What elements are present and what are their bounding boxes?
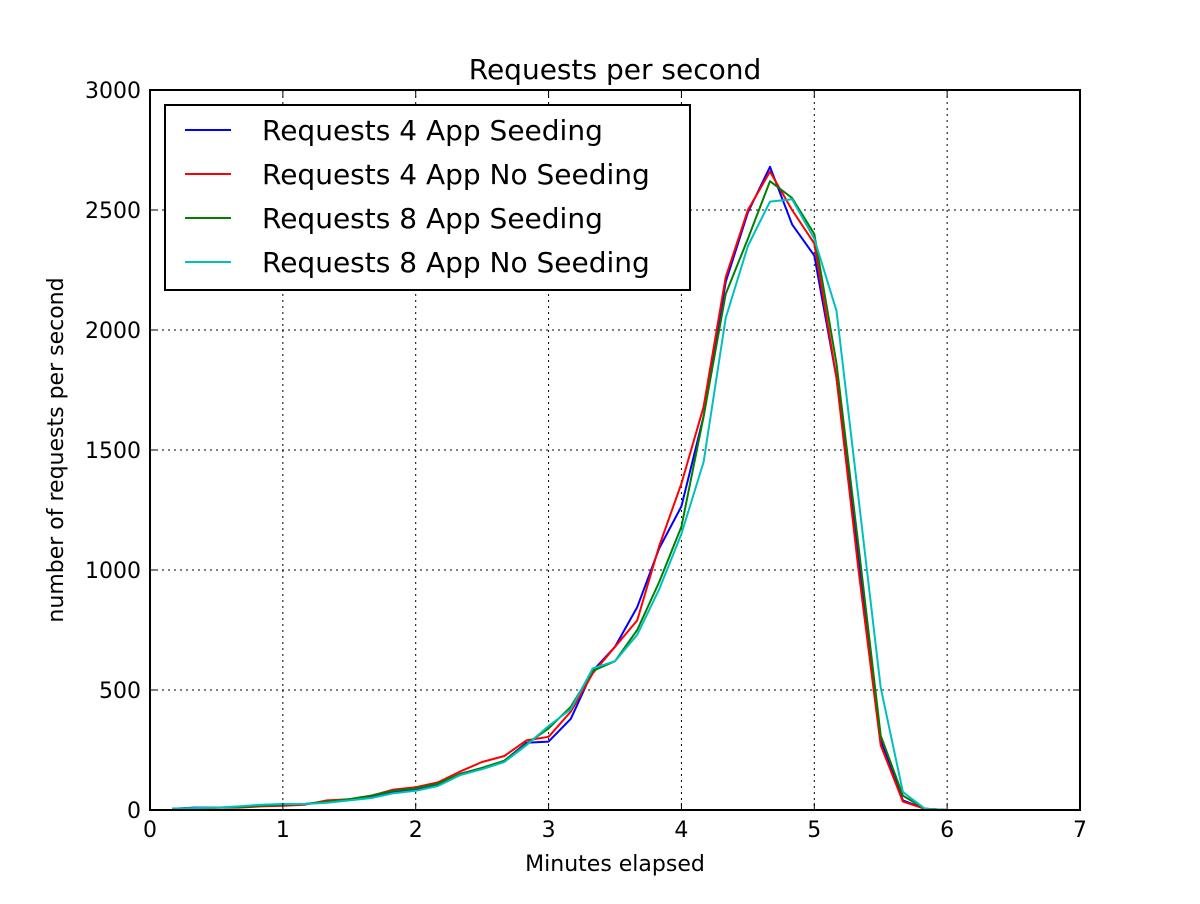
x-tick-label: 5 [807, 818, 821, 843]
x-tick-label: 7 [1073, 818, 1087, 843]
y-tick-label: 500 [99, 679, 141, 704]
legend-label: Requests 4 App Seeding [262, 114, 603, 147]
y-tick-label: 0 [127, 799, 141, 824]
legend: Requests 4 App Seeding Requests 4 App No … [164, 104, 691, 291]
axis-ticks: 0 1 2 3 4 5 6 7 0 500 1000 1500 2000 2500 3000 [85, 79, 1087, 843]
y-tick-label: 2500 [85, 199, 141, 224]
legend-label: Requests 8 App Seeding [262, 202, 603, 235]
x-tick-label: 2 [409, 818, 423, 843]
legend-box [164, 104, 691, 291]
y-axis-title: number of requests per second [44, 277, 69, 622]
x-tick-label: 6 [940, 818, 954, 843]
y-tick-label: 2000 [85, 319, 141, 344]
y-tick-label: 1000 [85, 559, 141, 584]
legend-label: Requests 4 App No Seeding [262, 158, 650, 191]
series-line-4 [172, 198, 948, 811]
x-tick-label: 3 [542, 818, 556, 843]
x-tick-label: 0 [143, 818, 157, 843]
x-axis-title: Minutes elapsed [525, 852, 705, 877]
legend-label: Requests 8 App No Seeding [262, 246, 650, 279]
y-tick-label: 1500 [85, 439, 141, 464]
chart-title: Requests per second [469, 53, 762, 86]
y-tick-label: 3000 [85, 79, 141, 104]
series-lines [172, 165, 948, 811]
x-tick-label: 4 [674, 818, 688, 843]
x-tick-label: 1 [276, 818, 290, 843]
